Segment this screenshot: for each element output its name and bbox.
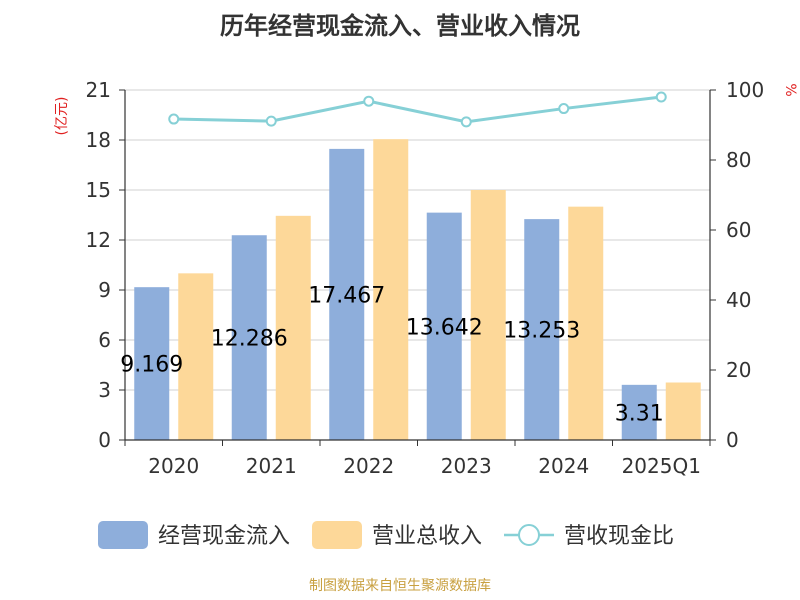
ratio-line [168, 91, 667, 128]
left-tick-label: 21 [86, 78, 111, 102]
left-tick-label: 18 [86, 128, 111, 152]
legend-label: 营业总收入 [372, 524, 482, 549]
bar-cash-inflow [621, 384, 657, 440]
bar-revenue [470, 190, 506, 440]
legend-swatch [312, 521, 362, 549]
axes: 0 3 6 9 12 15 18 21 0 20 40 60 80 100 2020 2021 2022 2023… [86, 78, 765, 478]
left-axis-unit: (亿元) [54, 97, 70, 136]
bar-cash-inflow [329, 148, 365, 440]
chart-title: 历年经营现金流入、营业收入情况 [220, 12, 580, 40]
right-tick-label: 80 [726, 148, 751, 172]
cash-inflow-value-label: 3.31 [615, 401, 664, 426]
bar-cash-inflow [426, 212, 462, 440]
data-labels: 9.169 12.286 17.467 13.642 13.253 3.31 [120, 283, 663, 426]
legend: 经营现金流入 营业总收入 营收现金比 [98, 521, 674, 549]
bars [134, 139, 701, 440]
left-tick-label: 3 [98, 378, 111, 402]
cash-inflow-value-label: 12.286 [211, 327, 288, 352]
ratio-point [558, 103, 570, 115]
bar-cash-inflow [231, 235, 267, 440]
right-tick-label: 0 [726, 428, 739, 452]
cash-inflow-value-label: 13.642 [406, 315, 483, 340]
ratio-point [655, 91, 667, 103]
bar-revenue [275, 215, 311, 440]
bar-revenue [373, 139, 409, 440]
bar-cash-inflow [524, 219, 560, 440]
cash-inflow-value-label: 9.169 [120, 353, 183, 378]
ratio-point [265, 115, 277, 127]
legend-swatch [98, 521, 148, 549]
right-tick-label: 20 [726, 358, 751, 382]
ratio-point [168, 113, 180, 125]
legend-marker [518, 524, 540, 546]
left-tick-label: 12 [86, 228, 111, 252]
x-tick-label: 2021 [246, 454, 297, 478]
legend-label: 营收现金比 [564, 524, 674, 549]
x-tick-label: 2020 [148, 454, 199, 478]
source-note: 制图数据来自恒生聚源数据库 [309, 578, 491, 594]
ratio-line-path [173, 95, 662, 124]
x-tick-label: 2025Q1 [622, 454, 701, 478]
x-tick-label: 2023 [441, 454, 492, 478]
left-tick-label: 0 [98, 428, 111, 452]
ratio-point [363, 95, 375, 107]
cash-inflow-value-label: 17.467 [308, 283, 385, 308]
bar-revenue [178, 273, 214, 440]
right-tick-label: 60 [726, 218, 751, 242]
right-tick-label: 100 [726, 78, 764, 102]
gridlines [125, 89, 710, 391]
right-tick-label: 40 [726, 288, 751, 312]
left-tick-label: 9 [98, 278, 111, 302]
ratio-point [460, 116, 472, 128]
bar-cash-inflow [134, 287, 170, 440]
left-tick-label: 6 [98, 328, 111, 352]
cash-inflow-value-label: 13.253 [503, 319, 580, 344]
bar-revenue [568, 206, 604, 440]
legend-label: 经营现金流入 [158, 524, 290, 549]
x-tick-label: 2022 [343, 454, 394, 478]
x-tick-label: 2024 [538, 454, 589, 478]
right-axis-unit: % [782, 83, 798, 96]
bar-revenue [665, 382, 701, 440]
left-tick-label: 15 [86, 178, 111, 202]
